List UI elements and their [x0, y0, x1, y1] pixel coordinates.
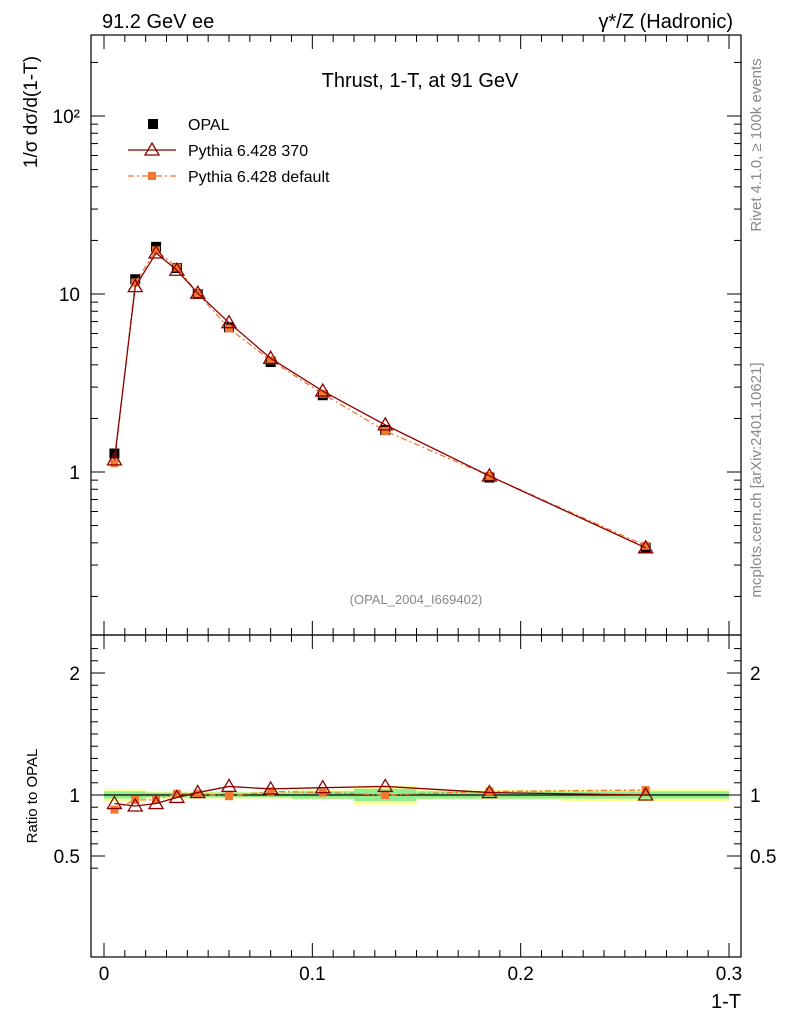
x-axis-label: 1-T: [711, 991, 741, 1013]
mcplots-label: mcplots.cern.ch [arXiv:2401.10621]: [748, 362, 765, 597]
main-pythia-370-point: [377, 416, 394, 431]
legend-item-opal: OPAL: [148, 117, 230, 134]
legend-pythia-370-label: Pythia 6.428 370: [188, 143, 308, 160]
main-pythia370-line: [113, 252, 646, 549]
ratio-pythia-default-point: [381, 791, 390, 799]
legend-opal-marker: [148, 119, 158, 129]
rivet-version-label: Rivet 4.1.0, ≥ 100k events: [748, 58, 765, 231]
main-pythia-default-point: [152, 246, 161, 255]
main-pythia-default-point: [172, 263, 181, 272]
main-y-tick-label: 10²: [53, 107, 80, 128]
ratio-pythia-default-point: [485, 787, 494, 796]
ratio-pythia-default-point: [110, 805, 119, 814]
ratio-y-tick-label-left: 0.5: [54, 847, 80, 868]
ratio-pythia-370-point: [377, 778, 394, 793]
main-pythia-default-point: [131, 278, 140, 287]
ratio-pythia-default-point: [266, 787, 275, 796]
ratio-pythia-370-point: [481, 784, 498, 799]
main-pythia-default-point: [110, 459, 119, 468]
ratio-pythia-default-point: [225, 792, 233, 801]
legend-pythia-default-marker: [148, 172, 156, 180]
ratio-plot-panel: 0 0.1 0.2 0.3 0.5 0.5 1 1 2 2 Ratio to OPAL 1-T: [24, 634, 776, 1013]
legend-opal-label: OPAL: [188, 117, 230, 134]
legend-pythia-default-label: Pythia 6.428 default: [188, 169, 330, 186]
ratio-y-tick-label-right: 2: [750, 664, 761, 685]
ratio-pythia-370-point: [314, 779, 331, 794]
ratio-y-tick-label-right: 0.5: [750, 847, 776, 868]
ratio-pythia-370-point: [189, 784, 206, 799]
x-tick-label: 0.3: [716, 964, 742, 985]
ratio-pythia-default-point: [152, 795, 161, 804]
main-pythia-default-point: [266, 356, 275, 365]
ratio-axis-ticks: 0 0.1 0.2 0.3 0.5 0.5 1 1 2 2: [54, 635, 776, 985]
main-y-tick-label: 1: [69, 463, 80, 484]
main-plot-panel: 1 10 10² Thrust, 1-T, at 91 GeV (OPAL_2004…: [21, 34, 742, 636]
ratio-pythia-default-point: [193, 789, 202, 798]
main-pythia-370-point: [637, 539, 654, 554]
ratio-y-axis-label: Ratio to OPAL: [24, 749, 41, 844]
main-pythia-370-point: [262, 350, 279, 364]
main-pythia-default-point: [318, 389, 327, 398]
ratio-pythia-default-point: [641, 786, 650, 795]
legend-item-pythia-default: Pythia 6.428 default: [128, 169, 330, 186]
main-pythia-default-point: [225, 324, 233, 333]
ratio-pythia370-line: [114, 785, 646, 807]
main-pythia-370-point: [147, 244, 165, 259]
ratio-pythia-370-point: [127, 797, 144, 812]
header-left-label: 91.2 GeV ee: [102, 11, 214, 33]
header-right-label: γ*/Z (Hadronic): [599, 11, 733, 33]
main-pythia-370-point: [220, 314, 238, 329]
main-series-group: [106, 241, 654, 554]
ratio-y-tick-label-left: 2: [69, 664, 80, 685]
main-pythia-370-point: [189, 284, 206, 299]
ratio-plot-frame: [90, 634, 742, 958]
legend-item-pythia-370: Pythia 6.428 370: [128, 141, 308, 160]
ratio-pythia-370-point: [220, 778, 238, 793]
ratio-pythia-370-point: [262, 780, 279, 795]
main-axis-ticks: 1 10 10²: [53, 35, 741, 635]
ratio-pythia-370-point: [637, 786, 654, 801]
legend-pythia-370-marker: [143, 141, 161, 156]
analysis-watermark: (OPAL_2004_I669402): [350, 592, 483, 607]
main-pythia-default-point: [641, 541, 650, 550]
main-pythia-370-point: [314, 382, 331, 397]
main-pythia-370-point: [168, 261, 186, 276]
main-pythia-370-point: [106, 451, 123, 466]
ratio-pythia-370-point: [106, 795, 123, 810]
main-y-tick-label: 10: [59, 285, 80, 306]
x-tick-label: 0.2: [507, 964, 533, 985]
x-tick-label: 0.1: [299, 964, 325, 985]
ratio-series-group: [106, 778, 654, 814]
ratio-y-tick-label-right: 1: [750, 786, 761, 807]
x-tick-label: 0: [99, 964, 110, 985]
ratio-pythia-default-point: [172, 789, 181, 798]
main-y-axis-label: 1/σ dσ/d(1-T): [21, 56, 42, 168]
main-pythia-default-point: [381, 426, 390, 435]
legend: OPAL Pythia 6.428 370 Pythia 6.428 defau…: [128, 117, 330, 186]
ratio-y-tick-label-left: 1: [69, 786, 80, 807]
ratio-pythia-370-point: [168, 789, 186, 804]
main-pythia-370-point: [127, 278, 144, 293]
main-chart-title: Thrust, 1-T, at 91 GeV: [322, 70, 519, 92]
main-pythia-370-point: [481, 467, 498, 482]
ratio-pythia-370-point: [147, 795, 165, 810]
